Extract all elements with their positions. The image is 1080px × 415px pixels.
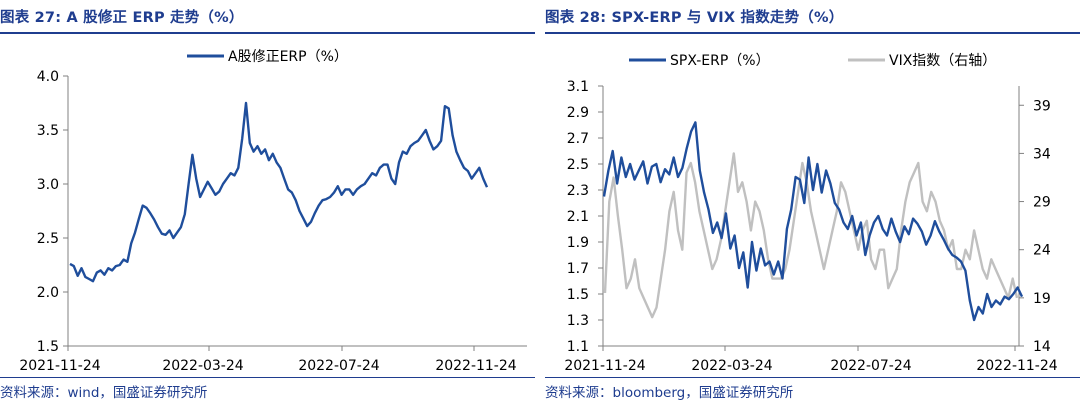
y-tick-label: 3.5	[37, 123, 59, 139]
y2-tick-label: 24	[1033, 243, 1051, 259]
y-tick-label: 3.1	[567, 79, 589, 95]
chart-a-share-erp: 1.5 2.0 2.5 3.0 3.5 4.0 2021-11-24 2022-03-24 20…	[19, 49, 527, 374]
y-tick-label: 2.5	[567, 157, 589, 173]
y2-tick-label: 29	[1033, 195, 1051, 211]
y-tick-label: 2.9	[567, 105, 589, 121]
x-tick-label: 2022-07-24	[830, 358, 911, 374]
source-rule	[0, 377, 535, 378]
source-note: 资料来源：bloomberg，国盛证券研究所	[545, 385, 794, 401]
y-tick-label: 3.0	[37, 177, 59, 193]
x-tick-label: 2022-03-24	[162, 358, 243, 374]
x-tick-label: 2022-03-24	[691, 358, 772, 374]
panel-a-share-erp: 图表 27: A 股修正 ERP 走势（%） 1.5 2.0 2.5 3.0 3.5 4.…	[0, 0, 535, 415]
y-tick-label: 2.3	[567, 183, 589, 199]
legend-label-spx-erp: SPX-ERP（%）	[670, 53, 770, 69]
title-rule	[0, 32, 535, 34]
y-tick-label: 1.5	[37, 339, 59, 355]
y-tick-label: 2.5	[37, 231, 59, 247]
y-tick-label: 1.1	[567, 339, 589, 355]
y-tick-label: 2.0	[37, 285, 59, 301]
y-tick-label: 1.5	[567, 287, 589, 303]
y-tick-label: 1.7	[567, 261, 589, 277]
legend-label-vix: VIX指数（右轴）	[889, 53, 996, 69]
series-line-a-share-erp	[69, 101, 489, 283]
x-tick-label: 2022-07-24	[298, 358, 379, 374]
y-tick-label: 4.0	[37, 69, 59, 85]
y2-tick-label: 39	[1033, 98, 1051, 114]
source-rule	[545, 377, 1080, 378]
chart-title: 图表 27: A 股修正 ERP 走势（%）	[0, 10, 244, 26]
x-tick-label: 2021-11-24	[564, 358, 645, 374]
x-tick-label: 2022-11-24	[976, 358, 1057, 374]
panel-spx-erp-vix: 图表 28: SPX-ERP 与 VIX 指数走势（%） 1.1 1.3 1.5 1.…	[545, 0, 1080, 415]
y2-tick-label: 14	[1033, 339, 1051, 355]
x-tick-label: 2022-11-24	[435, 358, 516, 374]
series-line-spx-erp	[602, 121, 1024, 322]
chart-spx-erp-vix: 1.1 1.3 1.5 1.7 1.9 2.1 2.3 2.5 2.7 2.9 3.1 14 19 24 2…	[564, 53, 1057, 374]
title-rule	[545, 32, 1080, 34]
chart-title: 图表 28: SPX-ERP 与 VIX 指数走势（%）	[545, 10, 844, 26]
legend-label: A股修正ERP（%）	[228, 49, 348, 65]
y2-tick-label: 34	[1033, 146, 1051, 162]
x-tick-label: 2021-11-24	[19, 358, 100, 374]
y-tick-label: 1.9	[567, 235, 589, 251]
y-tick-label: 2.7	[567, 131, 589, 147]
y2-tick-label: 19	[1033, 291, 1051, 307]
y-tick-label: 2.1	[567, 209, 589, 225]
y-tick-label: 1.3	[567, 313, 589, 329]
source-note: 资料来源：wind，国盛证券研究所	[0, 385, 208, 401]
